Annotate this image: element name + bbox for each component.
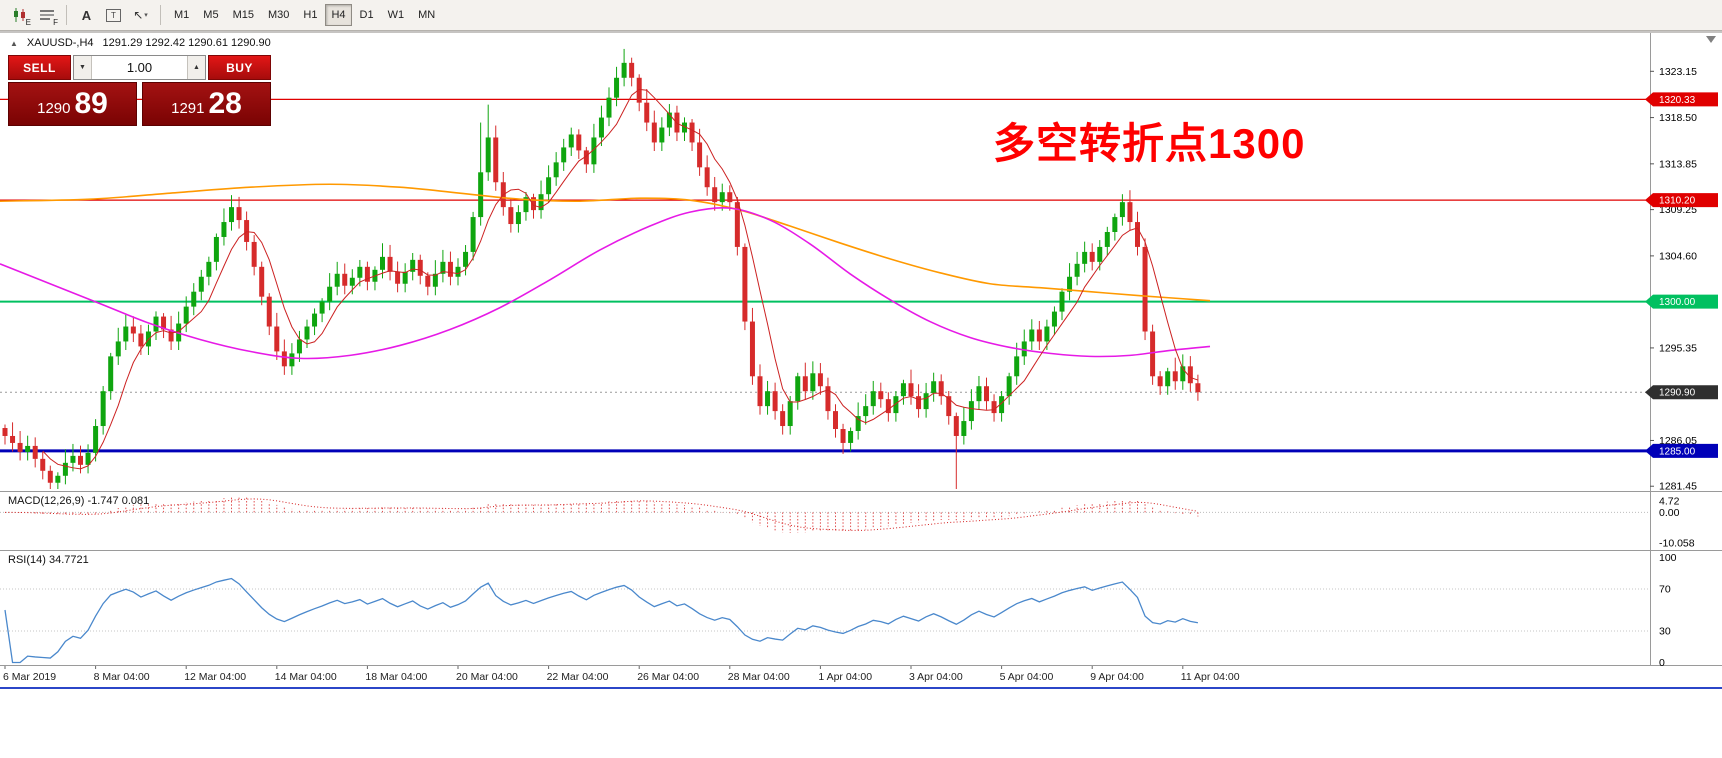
chart-frame (0, 31, 1722, 689)
svg-text:8 Mar 04:00: 8 Mar 04:00 (94, 671, 150, 683)
arrows-dropdown-button[interactable]: ↖ ▾ (127, 3, 154, 27)
rsi-indicator-label: RSI(14) 34.7721 (8, 554, 89, 566)
symbol-period-label: XAUUSD-,H4 (26, 37, 94, 49)
sell-button[interactable]: SELL (8, 55, 71, 80)
svg-text:3 Apr 04:00: 3 Apr 04:00 (909, 671, 963, 683)
volume-down-button[interactable]: ▼ (74, 56, 92, 79)
price-tags: 1320.33 1310.20 1300.00 1290.90 1285.00 (1645, 92, 1718, 458)
svg-text:9 Apr 04:00: 9 Apr 04:00 (1090, 671, 1144, 683)
svg-text:30: 30 (1659, 626, 1671, 638)
timeframe-d1[interactable]: D1 (354, 4, 380, 26)
ask-integer: 1291 (171, 100, 205, 117)
svg-text:11 Apr 04:00: 11 Apr 04:00 (1181, 671, 1240, 683)
icon-sub-label: E (25, 18, 31, 27)
svg-text:18 Mar 04:00: 18 Mar 04:00 (365, 671, 427, 683)
svg-text:1318.50: 1318.50 (1659, 112, 1697, 124)
buy-button[interactable]: BUY (208, 55, 271, 80)
tool-icon-group: E F A T ↖ ▾ (6, 3, 167, 27)
svg-text:1281.45: 1281.45 (1659, 481, 1697, 493)
timeframe-m5[interactable]: M5 (197, 4, 224, 26)
chart-header: ▲ XAUUSD-,H4 1291.29 1292.42 1290.61 129… (10, 37, 271, 49)
svg-text:-10.058: -10.058 (1659, 538, 1695, 550)
svg-text:6 Mar 2019: 6 Mar 2019 (3, 671, 56, 683)
timeframe-w1[interactable]: W1 (382, 4, 411, 26)
volume-stepper: ▼ 1.00 ▲ (73, 55, 206, 80)
svg-text:26 Mar 04:00: 26 Mar 04:00 (637, 671, 699, 683)
timeframe-h4[interactable]: H4 (325, 4, 352, 26)
svg-text:14 Mar 04:00: 14 Mar 04:00 (275, 671, 337, 683)
chart-style-button[interactable]: E (6, 3, 33, 27)
timeframe-h1[interactable]: H1 (297, 4, 323, 26)
timeframe-group: M1 M5 M15 M30 H1 H4 D1 W1 MN (167, 4, 442, 26)
svg-text:1285.00: 1285.00 (1659, 446, 1696, 457)
svg-text:1313.85: 1313.85 (1659, 158, 1697, 170)
svg-text:70: 70 (1659, 584, 1671, 596)
svg-text:1290.90: 1290.90 (1659, 388, 1696, 399)
toolbar: E F A T ↖ ▾ M1 M5 M15 M30 H1 H4 D1 W1 MN (0, 0, 1722, 31)
chart-annotation-text: 多空转折点1300 (993, 120, 1306, 167)
price-scale[interactable]: 1323.151318.501313.851309.251304.601295.… (1650, 66, 1697, 493)
ma-slow-orange (0, 183, 1211, 302)
time-axis[interactable]: 6 Mar 2019 8 Mar 04:00 12 Mar 04:00 14 Mar … (3, 666, 1240, 683)
svg-text:4.72: 4.72 (1659, 496, 1680, 508)
svg-text:1304.60: 1304.60 (1659, 250, 1697, 262)
volume-input[interactable]: 1.00 (126, 60, 153, 75)
timeframe-m15[interactable]: M15 (227, 4, 260, 26)
ma-mid-magenta (0, 206, 1211, 360)
ask-price-display[interactable]: 1291 28 (142, 82, 271, 126)
svg-text:12 Mar 04:00: 12 Mar 04:00 (184, 671, 246, 683)
bid-integer: 1290 (37, 100, 71, 117)
svg-text:5 Apr 04:00: 5 Apr 04:00 (1000, 671, 1054, 683)
timeframe-m30[interactable]: M30 (262, 4, 295, 26)
list-icon (39, 10, 54, 20)
svg-text:20 Mar 04:00: 20 Mar 04:00 (456, 671, 518, 683)
candlestick-chart-icon (13, 8, 25, 22)
text-tool-icon: A (81, 7, 92, 23)
svg-text:28 Mar 04:00: 28 Mar 04:00 (728, 671, 790, 683)
svg-text:22 Mar 04:00: 22 Mar 04:00 (547, 671, 609, 683)
one-click-trading-panel: SELL ▼ 1.00 ▲ BUY 1290 89 1291 28 (8, 55, 271, 126)
ask-pips: 28 (208, 87, 242, 120)
bid-price-display[interactable]: 1290 89 (8, 82, 137, 126)
svg-text:1320.33: 1320.33 (1659, 95, 1696, 106)
candlestick-series (2, 48, 1201, 489)
timeframe-m1[interactable]: M1 (168, 4, 195, 26)
volume-up-button[interactable]: ▲ (187, 56, 205, 79)
svg-text:0.00: 0.00 (1659, 507, 1680, 519)
svg-text:1310.20: 1310.20 (1659, 196, 1696, 207)
rsi-panel[interactable]: 100 70 30 0 (0, 552, 1677, 669)
moving-averages (0, 88, 1211, 470)
icon-sub-label: F (53, 18, 58, 27)
svg-text:1 Apr 04:00: 1 Apr 04:00 (818, 671, 872, 683)
svg-text:1295.35: 1295.35 (1659, 342, 1697, 354)
ma-fast-red (42, 88, 1199, 470)
objects-list-button[interactable]: F (33, 3, 60, 27)
ohlc-values: 1291.29 1292.42 1290.61 1290.90 (102, 37, 271, 49)
chart-shift-marker (1706, 36, 1716, 43)
svg-text:100: 100 (1659, 552, 1677, 564)
textbox-tool-icon: T (106, 8, 121, 22)
horizontal-lines (0, 98, 1650, 453)
svg-text:1323.15: 1323.15 (1659, 66, 1697, 78)
timeframe-mn[interactable]: MN (412, 4, 441, 26)
svg-text:0: 0 (1659, 657, 1665, 669)
one-click-toggle-icon[interactable]: ▲ (10, 38, 18, 48)
cursor-tool-icon: ↖ (133, 8, 144, 22)
toolbar-separator (66, 5, 67, 25)
svg-text:1300.00: 1300.00 (1659, 297, 1696, 308)
text-label-button[interactable]: A (73, 3, 100, 27)
toolbar-separator (160, 5, 161, 25)
chevron-down-icon: ▾ (144, 12, 148, 19)
bid-pips: 89 (74, 87, 108, 120)
textbox-button[interactable]: T (100, 3, 127, 27)
macd-indicator-label: MACD(12,26,9) -1.747 0.081 (8, 495, 150, 507)
macd-panel[interactable]: 4.720.00 -10.058 (0, 496, 1695, 550)
